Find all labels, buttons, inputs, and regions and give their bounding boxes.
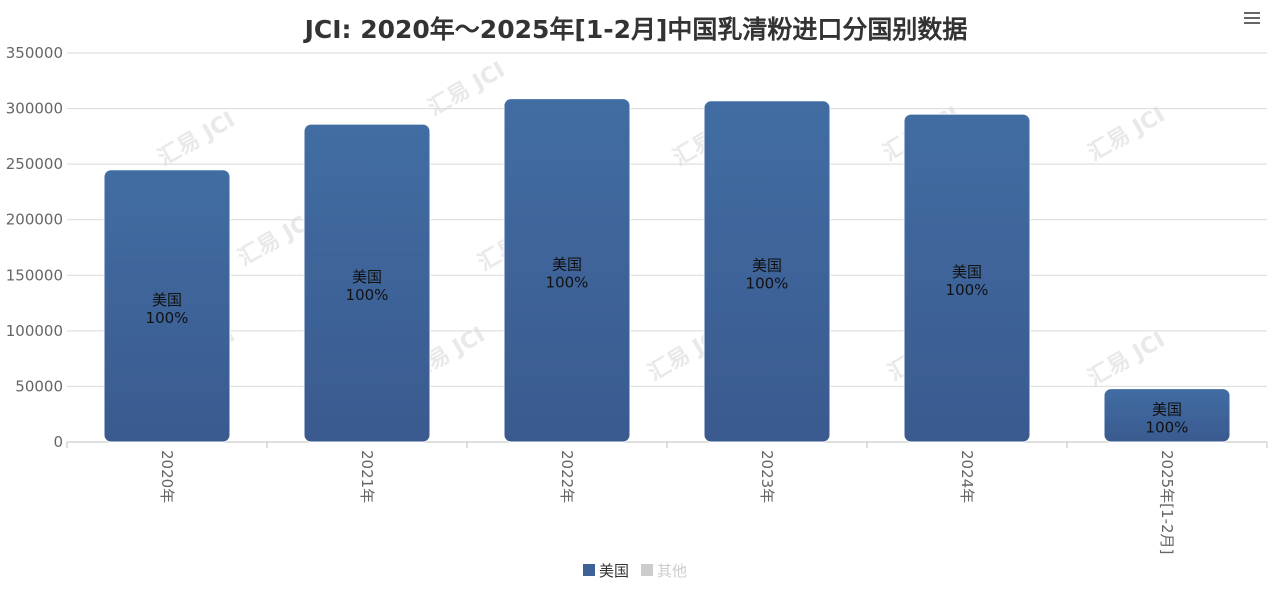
- legend-item-primary[interactable]: 美国: [583, 562, 629, 580]
- legend: 美国 其他: [583, 562, 687, 580]
- bar-series-label: 美国: [1152, 400, 1182, 418]
- x-tick-label: 2022年: [558, 450, 576, 503]
- legend-item-other[interactable]: 其他: [641, 562, 687, 580]
- bar: [103, 169, 231, 443]
- bar-series-label: 美国: [552, 255, 582, 273]
- y-tick-label: 200000: [6, 211, 63, 229]
- bar-series-label: 美国: [952, 263, 982, 281]
- bar-series-label: 美国: [352, 268, 382, 286]
- watermark-text: 汇易 JCI: [1084, 102, 1169, 166]
- bar: [1103, 388, 1231, 443]
- x-tick-label: 2024年: [958, 450, 976, 503]
- grid-lines: [67, 52, 1267, 443]
- legend-swatch: [641, 564, 653, 576]
- chart-title: JCI: 2020年～2025年[1-2月]中国乳清粉进口分国别数据: [303, 15, 968, 44]
- watermark-text: 汇易 JCI: [1084, 327, 1169, 391]
- y-tick-label: 50000: [15, 377, 63, 395]
- bar-percent-label: 100%: [1146, 418, 1189, 436]
- y-axis: 0 50000 100000 150000 200000 250000 300000 3500…: [6, 44, 63, 451]
- y-tick-label: 350000: [6, 44, 63, 62]
- y-tick-label: 100000: [6, 322, 63, 340]
- bar-percent-label: 100%: [346, 286, 389, 304]
- y-tick-label: 0: [53, 433, 63, 451]
- bar-series-label: 美国: [752, 256, 782, 274]
- y-tick-label: 150000: [6, 266, 63, 284]
- legend-label: 其他: [657, 562, 687, 580]
- y-tick-label: 300000: [6, 100, 63, 118]
- bar-percent-label: 100%: [146, 309, 189, 327]
- x-tick-label: 2023年: [758, 450, 776, 503]
- x-tick-label: 2025年[1-2月]: [1158, 450, 1176, 554]
- bar: [303, 123, 431, 443]
- x-axis: 2020年 2021年 2022年 2023年 2024年 2025年[1-2月]: [66, 442, 1268, 554]
- bar: [903, 113, 1031, 443]
- bar-percent-label: 100%: [546, 273, 589, 291]
- watermark-text: 汇易 JCI: [154, 107, 239, 171]
- bar-percent-label: 100%: [946, 281, 989, 299]
- bar-percent-label: 100%: [746, 274, 789, 292]
- bar-series-label: 美国: [152, 291, 182, 309]
- y-tick-label: 250000: [6, 155, 63, 173]
- watermark-text: 汇易 JCI: [424, 57, 509, 121]
- bar: [703, 100, 831, 443]
- legend-swatch: [583, 564, 595, 576]
- bar: [503, 98, 631, 443]
- x-tick-label: 2020年: [158, 450, 176, 503]
- legend-label: 美国: [599, 562, 629, 580]
- hamburger-menu-icon[interactable]: [1238, 8, 1266, 30]
- x-tick-label: 2021年: [358, 450, 376, 503]
